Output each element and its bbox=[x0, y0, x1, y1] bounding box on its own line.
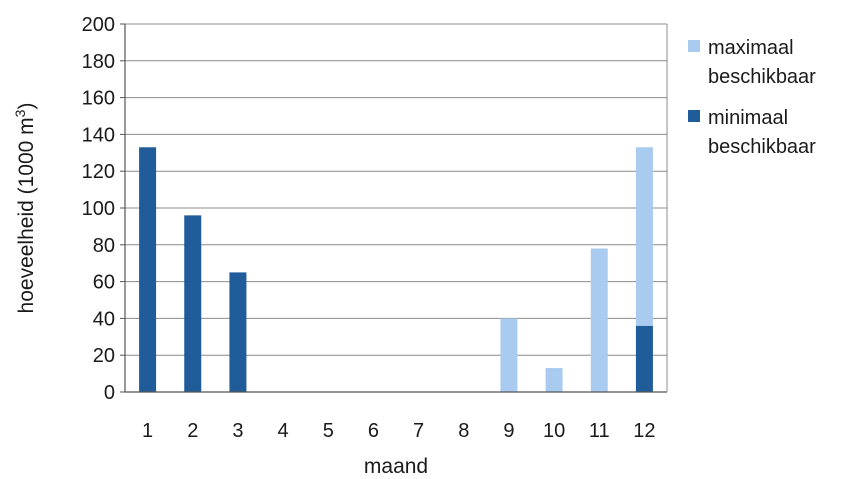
x-tick-label: 10 bbox=[543, 420, 565, 442]
x-axis-label: maand bbox=[364, 455, 428, 478]
x-tick-label: 3 bbox=[232, 420, 243, 442]
legend-swatch bbox=[688, 110, 700, 122]
y-axis-label-sup: 3 bbox=[12, 109, 28, 117]
legend-label: beschikbaar bbox=[708, 66, 816, 88]
x-tick-label: 1 bbox=[142, 420, 153, 442]
axes bbox=[120, 23, 668, 393]
bar-minimaal-3 bbox=[229, 272, 247, 392]
x-tick-label: 7 bbox=[413, 420, 424, 442]
y-tick-label: 120 bbox=[82, 161, 115, 183]
legend-swatch bbox=[688, 40, 700, 52]
x-tick-labels: 1 2 3 4 5 6 7 8 9 10 11 12 bbox=[142, 420, 656, 442]
legend-label: beschikbaar bbox=[708, 136, 816, 158]
legend-label: maximaal bbox=[708, 37, 794, 59]
y-tick-label: 60 bbox=[93, 272, 115, 294]
bar-minimaal-2 bbox=[184, 215, 202, 392]
x-tick-label: 8 bbox=[458, 420, 469, 442]
y-tick-label: 160 bbox=[82, 88, 115, 110]
x-tick-label: 6 bbox=[368, 420, 379, 442]
legend: maximaal beschikbaar minimaal beschikbaar bbox=[688, 37, 816, 158]
y-tick-label: 180 bbox=[82, 51, 115, 73]
x-tick-label: 2 bbox=[187, 420, 198, 442]
y-tick-label: 0 bbox=[104, 382, 115, 404]
bar-minimaal-12 bbox=[635, 325, 653, 392]
x-tick-label: 9 bbox=[503, 420, 514, 442]
y-tick-label: 20 bbox=[93, 345, 115, 367]
bar-maximaal-11 bbox=[590, 248, 608, 392]
y-tick-labels: 0 20 40 60 80 100 120 140 160 180 200 bbox=[82, 14, 115, 404]
y-axis-label-main: hoeveelheid (1000 m bbox=[15, 117, 38, 313]
x-tick-label: 12 bbox=[633, 420, 655, 442]
bars bbox=[139, 147, 653, 392]
x-tick-label: 5 bbox=[323, 420, 334, 442]
y-tick-label: 140 bbox=[82, 124, 115, 146]
x-tick-label: 11 bbox=[589, 420, 610, 442]
x-tick-label: 4 bbox=[278, 420, 289, 442]
gridlines bbox=[125, 23, 667, 356]
y-tick-label: 100 bbox=[82, 198, 115, 220]
y-tick-label: 40 bbox=[93, 308, 115, 330]
y-axis-label-close: ) bbox=[15, 103, 38, 110]
y-tick-label: 80 bbox=[93, 235, 115, 257]
bar-maximaal-10 bbox=[545, 368, 563, 392]
bar-maximaal-9 bbox=[500, 318, 518, 392]
legend-label: minimaal bbox=[708, 107, 788, 129]
y-axis-label: hoeveelheid (1000 m3) bbox=[12, 103, 38, 314]
y-tick-label: 200 bbox=[82, 14, 115, 36]
bar-maximaal-12 bbox=[635, 147, 653, 326]
bar-minimaal-1 bbox=[139, 147, 157, 392]
